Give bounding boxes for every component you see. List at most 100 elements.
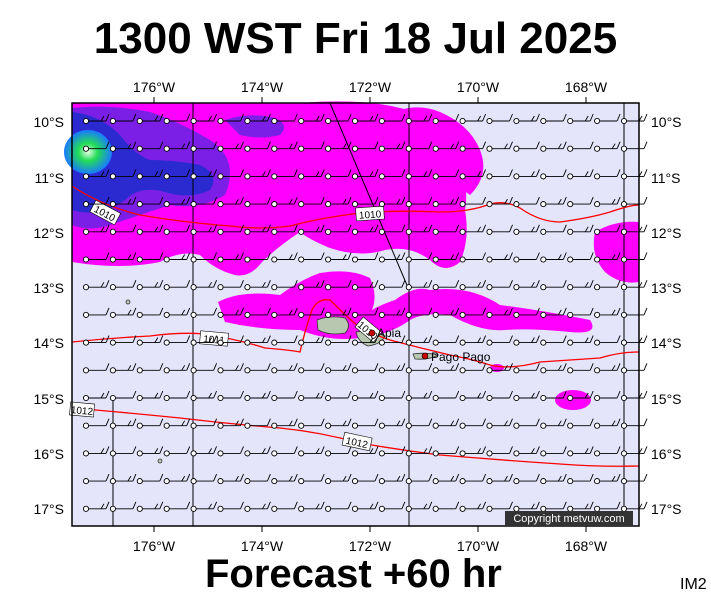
- wind-barb: [594, 307, 621, 318]
- isobar-label-text: 1010: [359, 209, 382, 222]
- wind-barb: [378, 252, 406, 263]
- wind-barb: [298, 335, 325, 346]
- map-title: 1300 WST Fri 18 Jul 2025: [93, 14, 618, 63]
- wind-barb: [620, 252, 648, 263]
- wind-barb: [378, 473, 406, 485]
- wind-barb: [217, 501, 244, 512]
- wind-barb: [378, 224, 406, 235]
- wind-barb: [567, 501, 594, 512]
- wind-barb: [325, 307, 352, 318]
- wind-barb: [136, 141, 164, 152]
- wind-barb: [567, 473, 594, 485]
- wind-barbs: [82, 113, 648, 512]
- wind-barb: [432, 252, 460, 263]
- wind-barb: [378, 335, 406, 346]
- wind-barb: [271, 113, 298, 125]
- wind-barb: [405, 141, 433, 152]
- lat-labels-left: 10°S 11°S 12°S 13°S 14°S 15°S 16°S 17°S: [33, 114, 64, 517]
- wind-barb: [378, 363, 406, 374]
- wind-barb: [486, 418, 513, 429]
- wind-barb: [163, 473, 191, 485]
- isobar-label-1011: 1011: [199, 330, 229, 347]
- wind-barb: [486, 224, 513, 235]
- wind-barb: [459, 224, 487, 235]
- wind-barb: [82, 307, 110, 318]
- image-code: IM2: [680, 576, 707, 593]
- wind-barb: [351, 473, 379, 485]
- wind-barb: [163, 280, 191, 291]
- wind-barb: [486, 252, 513, 263]
- wind-barb: [298, 113, 325, 125]
- wind-barb: [82, 196, 110, 208]
- wind-barb: [620, 141, 648, 152]
- wind-barb: [432, 473, 460, 485]
- lon-label: 170°W: [457, 79, 500, 95]
- wind-barb: [540, 363, 567, 374]
- wind-barb: [244, 390, 271, 402]
- wind-barb: [486, 307, 513, 318]
- wind-barb: [351, 363, 379, 374]
- rain-heavy-west: [72, 112, 214, 213]
- wind-barb: [378, 446, 406, 457]
- wind-barb: [136, 307, 164, 318]
- wind-barb: [163, 390, 191, 402]
- wind-barb: [217, 363, 244, 374]
- lon-label: 172°W: [349, 538, 392, 554]
- wind-barb: [271, 252, 298, 263]
- lat-label: 10°S: [651, 114, 682, 130]
- lat-label: 15°S: [33, 391, 64, 407]
- wind-barb: [109, 363, 137, 374]
- wind-barb: [298, 196, 325, 208]
- wind-barb: [378, 141, 406, 152]
- wind-barb: [136, 196, 164, 208]
- wind-barb: [620, 113, 648, 125]
- wind-barb: [244, 252, 271, 263]
- wind-barb: [82, 113, 110, 125]
- wind-barb: [513, 390, 540, 402]
- wind-barb: [432, 196, 460, 208]
- wind-barb: [432, 113, 460, 125]
- wind-barb: [163, 169, 191, 180]
- wind-barb: [594, 335, 621, 346]
- wind-barb: [486, 169, 513, 180]
- wind-barb: [190, 446, 218, 457]
- wind-barb: [163, 141, 191, 152]
- wind-barb: [540, 501, 567, 512]
- wind-barb: [298, 418, 325, 429]
- lat-label: 12°S: [33, 225, 64, 241]
- rain-area-central: [218, 271, 593, 339]
- wind-barb: [271, 169, 298, 180]
- wind-barb: [567, 113, 594, 125]
- lon-label: 174°W: [241, 79, 284, 95]
- apia-marker: [368, 329, 376, 337]
- wind-barb: [351, 335, 379, 346]
- wind-barb: [136, 224, 164, 235]
- wind-barb: [567, 252, 594, 263]
- wind-barb: [190, 473, 218, 485]
- wind-barb: [432, 390, 460, 402]
- wind-barb: [620, 363, 648, 374]
- lon-labels-bottom: 176°W 174°W 172°W 170°W 168°W: [133, 538, 608, 554]
- lat-label: 10°S: [33, 114, 64, 130]
- wind-barb: [325, 141, 352, 152]
- wind-barb: [217, 224, 244, 235]
- wind-barb: [486, 501, 513, 512]
- rain-extreme-center: [64, 130, 112, 174]
- wind-barb: [513, 196, 540, 208]
- lat-label: 13°S: [33, 280, 64, 296]
- wind-barb: [540, 473, 567, 485]
- wind-barb: [513, 363, 540, 374]
- wind-barb: [82, 418, 110, 429]
- wind-barb: [136, 473, 164, 485]
- wind-barb: [298, 501, 325, 512]
- wind-barb: [405, 363, 433, 374]
- apia-label: Apia: [377, 326, 401, 340]
- wind-barb: [109, 224, 137, 235]
- wind-barb: [540, 196, 567, 208]
- wind-barb: [378, 196, 406, 208]
- lon-label: 176°W: [133, 79, 176, 95]
- wind-barb: [594, 363, 621, 374]
- wind-barb: [432, 141, 460, 152]
- wind-barb: [540, 390, 567, 402]
